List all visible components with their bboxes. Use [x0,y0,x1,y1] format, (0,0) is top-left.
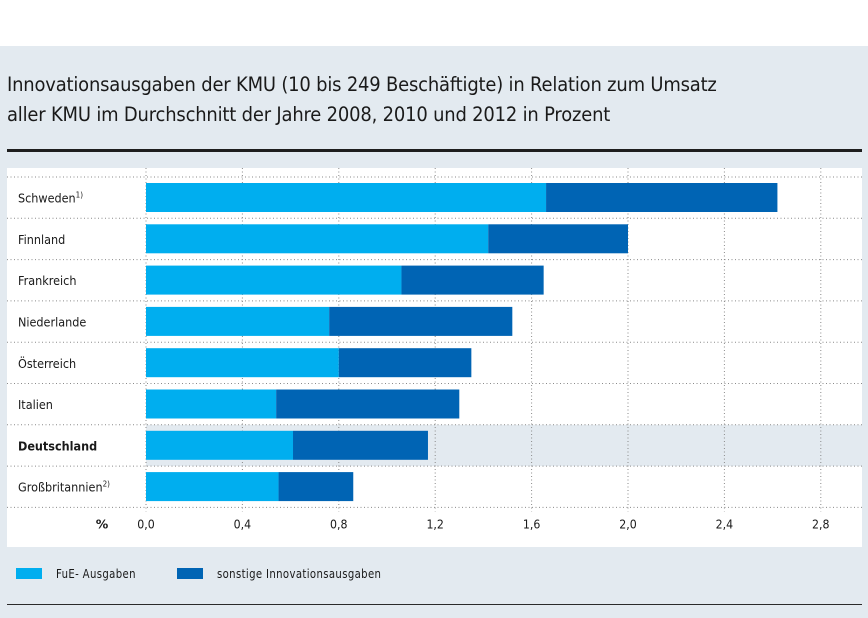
x-tick-label: 0,0 [137,517,154,532]
category-label: Italien [18,398,53,413]
bar-sonstige [338,348,472,378]
bottom-rule [7,604,862,605]
x-tick-label: 0,4 [234,517,251,532]
x-tick-label: 1,6 [523,517,540,532]
x-tick-label: 2,4 [716,517,733,532]
legend-swatch-fue [16,568,42,579]
x-tick-label: 2,0 [619,517,636,532]
bar-sonstige [488,224,628,254]
legend-label-sonstige: sonstige Innovationsausgaben [217,566,382,581]
bar-sonstige [293,430,428,460]
bar-sonstige [401,265,544,295]
category-label: Österreich [18,354,76,371]
x-tick-label: 1,2 [426,517,443,532]
footnote-marker: 2) [103,479,110,488]
footnote-marker: 1) [76,190,83,199]
category-label: Schweden1) [18,190,83,206]
bar-fue [146,183,547,212]
bar-fue [146,306,330,336]
bar-sonstige [329,306,513,336]
bar-sonstige [546,183,778,212]
category-label: Frankreich [18,274,76,289]
bar-sonstige [278,472,354,502]
bar-chart: Schweden1) Finnland Frankreich Niederlande Ö… [7,168,862,532]
chart-title-line-2: aller KMU im Durchschnitt der Jahre 2008… [7,103,611,126]
chart-panel: Schweden1) Finnland Frankreich Niederlande Ö… [7,168,862,547]
bar-sonstige [276,389,460,419]
bar-fue [146,472,279,502]
bar-fue [146,389,277,419]
category-label: Großbritannien2) [18,479,110,495]
category-label: Finnland [18,232,65,247]
legend-item-fue: FuE- Ausgaben [16,566,145,581]
bar-fue [146,224,489,254]
legend-swatch-sonstige [177,568,203,579]
bar-fue [146,265,402,295]
x-axis-unit-label: % [96,516,109,531]
category-label: Niederlande [18,315,86,330]
chart-title-line-1: Innovationsausgaben der KMU (10 bis 249 … [7,73,717,96]
top-whitespace [0,0,868,46]
bar-fue [146,430,294,460]
legend-item-sonstige: sonstige Innovationsausgaben [177,566,400,581]
x-tick-label: 0,8 [330,517,347,532]
x-tick-label: 2,8 [812,517,829,532]
bar-fue [146,348,339,378]
title-rule [7,149,862,152]
legend-label-fue: FuE- Ausgaben [56,566,136,581]
category-label: Deutschland [18,439,97,454]
chart-title: Innovationsausgaben der KMU (10 bis 249 … [7,70,847,130]
